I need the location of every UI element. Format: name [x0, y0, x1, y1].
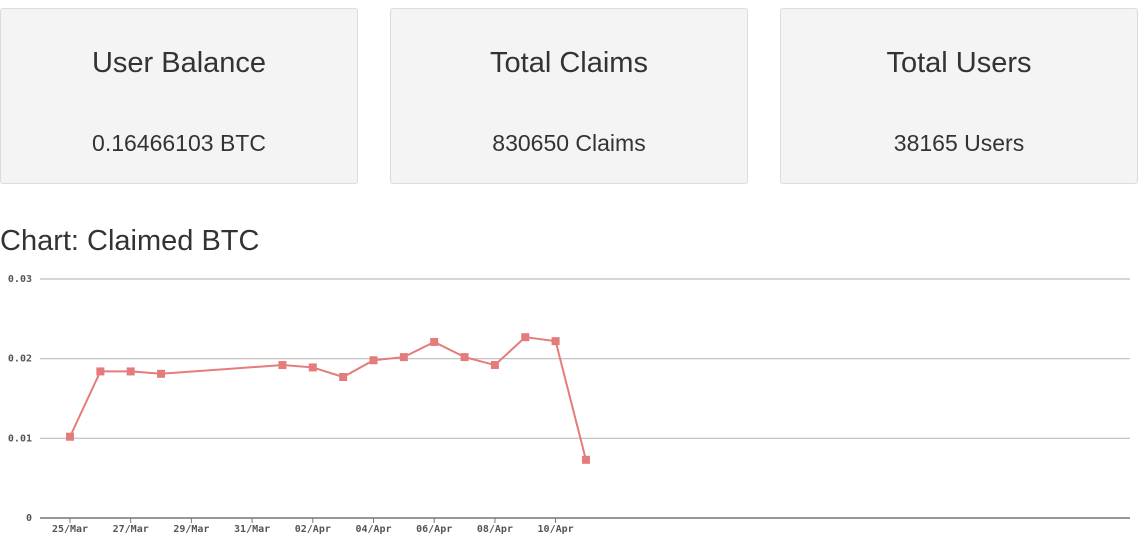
x-tick-label: 06/Apr	[416, 524, 452, 535]
total-claims-value: 830650 Claims	[492, 130, 646, 156]
chart-heading: Chart: Claimed BTC	[0, 225, 260, 257]
data-point	[430, 337, 439, 346]
x-tick-label: 08/Apr	[477, 524, 513, 535]
data-point	[460, 353, 469, 362]
data-point	[308, 363, 317, 372]
data-point	[521, 333, 530, 342]
total-users-title: Total Users	[886, 47, 1032, 79]
data-point	[66, 432, 74, 441]
series-line	[69, 336, 587, 461]
data-point	[339, 372, 348, 381]
y-tick-label: 0.01	[8, 433, 32, 444]
total-claims-title: Total Claims	[490, 47, 648, 79]
data-point	[490, 361, 499, 370]
user-balance-title: User Balance	[91, 47, 267, 79]
total-users-card: Total Users 38165 Users	[780, 8, 1138, 184]
data-point	[96, 367, 105, 376]
user-balance-value: 0.16466103 BTC	[92, 130, 266, 156]
data-point	[126, 367, 135, 376]
data-point	[369, 356, 378, 365]
x-tick-label: 04/Apr	[355, 524, 391, 535]
x-tick-label: 29/Mar	[173, 524, 209, 535]
x-tick-label: 25/Mar	[52, 524, 88, 535]
y-tick-label: 0.03	[8, 274, 32, 285]
x-tick-label: 27/Mar	[113, 524, 149, 535]
user-balance-card: User Balance 0.16466103 BTC	[0, 8, 358, 184]
x-tick-label: 10/Apr	[538, 524, 574, 535]
x-tick-label: 31/Mar	[234, 524, 270, 535]
data-point	[399, 353, 408, 362]
y-tick-label: 0.02	[8, 354, 32, 365]
y-tick-label: 0	[26, 513, 32, 524]
data-point	[551, 337, 560, 346]
x-tick-label: 02/Apr	[295, 524, 331, 535]
data-point	[157, 369, 166, 378]
total-users-value: 38165 Users	[893, 130, 1025, 156]
data-point	[581, 455, 590, 464]
total-claims-card: Total Claims 830650 Claims	[390, 8, 748, 184]
data-point	[278, 361, 287, 370]
